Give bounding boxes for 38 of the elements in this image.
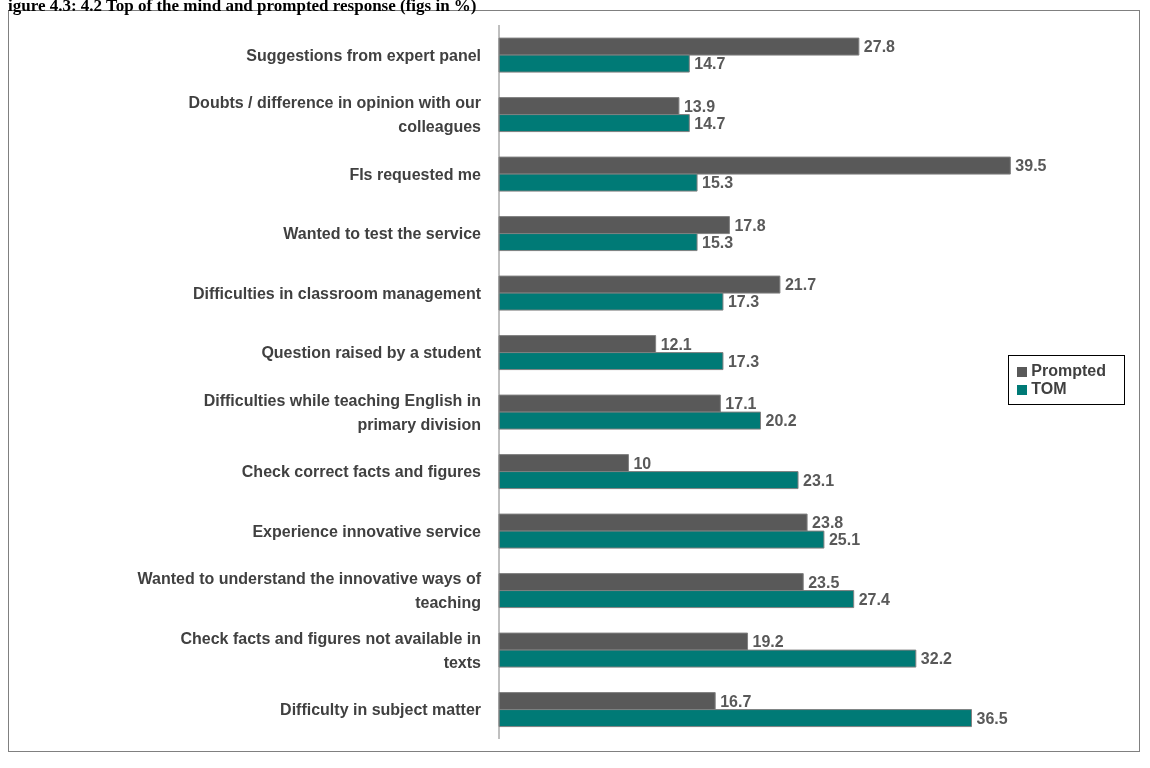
data-label: 10 — [633, 454, 652, 472]
data-label: 23.1 — [803, 471, 835, 489]
data-label: 17.1 — [725, 395, 757, 413]
y-tick-label: FIs requested me — [349, 165, 482, 183]
data-label: 27.8 — [863, 38, 896, 56]
legend-label: TOM — [1031, 380, 1067, 397]
data-label: 36.5 — [976, 709, 1008, 727]
data-label: 23.5 — [808, 573, 840, 591]
data-label: 27.4 — [858, 590, 890, 608]
data-label: 17.3 — [727, 352, 760, 370]
data-label: 16.7 — [720, 692, 752, 710]
data-label: 25.1 — [828, 531, 861, 549]
y-tick-label: Wanted to test the service — [283, 224, 482, 242]
data-label: 19.2 — [752, 633, 784, 651]
data-label: 13.9 — [683, 97, 716, 115]
y-tick-label: Difficulties while teaching English in primary division — [203, 391, 481, 433]
y-tick-label: Experience innovative service — [252, 522, 482, 540]
y-tick-label: Doubts / difference in opinion with our colleagues — [188, 93, 482, 135]
data-label: 17.8 — [734, 216, 766, 234]
data-label: 20.2 — [765, 412, 797, 430]
data-label: 39.5 — [1015, 157, 1047, 175]
data-label: 14.7 — [694, 114, 726, 132]
data-label: 15.3 — [702, 174, 734, 192]
y-tick-label: Difficulties in classroom management — [192, 284, 482, 302]
data-label: 14.7 — [694, 55, 726, 73]
y-tick-label: Check correct facts and figures — [241, 462, 482, 480]
data-label: 15.3 — [702, 233, 734, 251]
data-label: 12.1 — [660, 335, 692, 353]
legend-label: Prompted — [1031, 362, 1106, 379]
y-tick-label: Wanted to understand the innovative ways of teaching — [137, 569, 482, 611]
data-label: 23.8 — [812, 514, 844, 532]
data-label: 32.2 — [920, 650, 953, 668]
data-label: 21.7 — [784, 276, 817, 294]
y-tick-label: Check facts and figures not available in texts — [180, 629, 482, 671]
y-tick-label: Suggestions from expert panel — [246, 46, 481, 64]
y-tick-label: Difficulty in subject matter — [280, 700, 481, 718]
y-tick-label: Question raised by a student — [261, 343, 482, 361]
data-label: 17.3 — [727, 293, 760, 311]
